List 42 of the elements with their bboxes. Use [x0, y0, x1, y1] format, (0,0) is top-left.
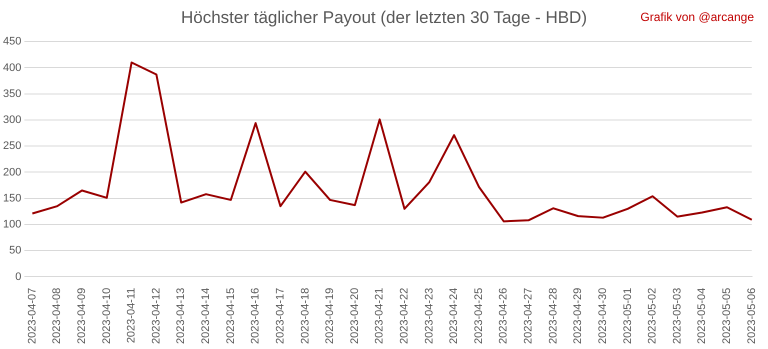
text: Grafik von @arcange — [640, 10, 754, 24]
x-tick-label: 2023-04-24 — [448, 288, 460, 344]
x-tick-label: 2023-04-20 — [348, 288, 361, 344]
x-tick-label: 2023-04-17 — [274, 288, 286, 344]
x-tick-label: 2023-05-03 — [671, 288, 684, 344]
x-tick-label: 2023-04-12 — [150, 288, 162, 344]
y-tick-label: 400 — [2, 62, 22, 74]
x-tick-label: 2023-04-15 — [224, 288, 237, 344]
x-tick-label: 2023-04-14 — [200, 288, 212, 344]
x-tick-label: 2023-04-26 — [498, 288, 510, 344]
x-tick-label: 2023-04-13 — [175, 288, 188, 344]
y-tick-label: 50 — [9, 244, 22, 257]
x-tick-label: 2023-04-22 — [398, 288, 411, 344]
x-tick-label: 2023-04-07 — [26, 288, 38, 344]
x-tick-label: 2023-04-08 — [51, 288, 64, 344]
x-tick-label: 2023-04-21 — [374, 288, 386, 344]
y-tick-label: 300 — [2, 114, 22, 126]
x-tick-label: 2023-04-10 — [100, 288, 113, 344]
x-tick-label: 2023-04-19 — [324, 288, 336, 344]
x-tick-label: 2023-04-28 — [547, 288, 560, 344]
x-tick-label: 2023-05-02 — [646, 288, 659, 344]
y-tick-label: 100 — [2, 218, 22, 231]
x-tick-label: 2023-04-25 — [472, 288, 485, 344]
y-tick-label: 150 — [2, 192, 22, 204]
y-tick-label: 350 — [2, 88, 22, 100]
y-tick-label: 450 — [2, 36, 22, 48]
x-tick-label: 2023-04-16 — [250, 288, 262, 344]
x-tick-label: 2023-05-06 — [746, 288, 758, 344]
chart-title: Höchster täglicher Payout (der letzten 30 Tage - HBD) — [181, 8, 587, 27]
x-tick-label: 2023-04-23 — [423, 288, 436, 344]
x-tick-label: 2023-04-09 — [76, 288, 88, 344]
x-tick-label: 2023-04-29 — [572, 288, 584, 344]
x-tick-label: 2023-04-27 — [522, 288, 535, 344]
x-tick-label: 2023-04-11 — [126, 288, 138, 344]
y-tick-label: 250 — [2, 140, 22, 152]
x-tick-label: 2023-05-04 — [696, 288, 708, 344]
x-tick-label: 2023-05-05 — [721, 288, 734, 344]
x-tick-label: 2023-04-18 — [299, 288, 312, 344]
x-tick-label: 2023-04-30 — [596, 288, 609, 344]
y-tick-label: 0 — [15, 270, 22, 283]
x-tick-label: 2023-05-01 — [622, 288, 634, 344]
y-tick-label: 200 — [2, 166, 22, 178]
